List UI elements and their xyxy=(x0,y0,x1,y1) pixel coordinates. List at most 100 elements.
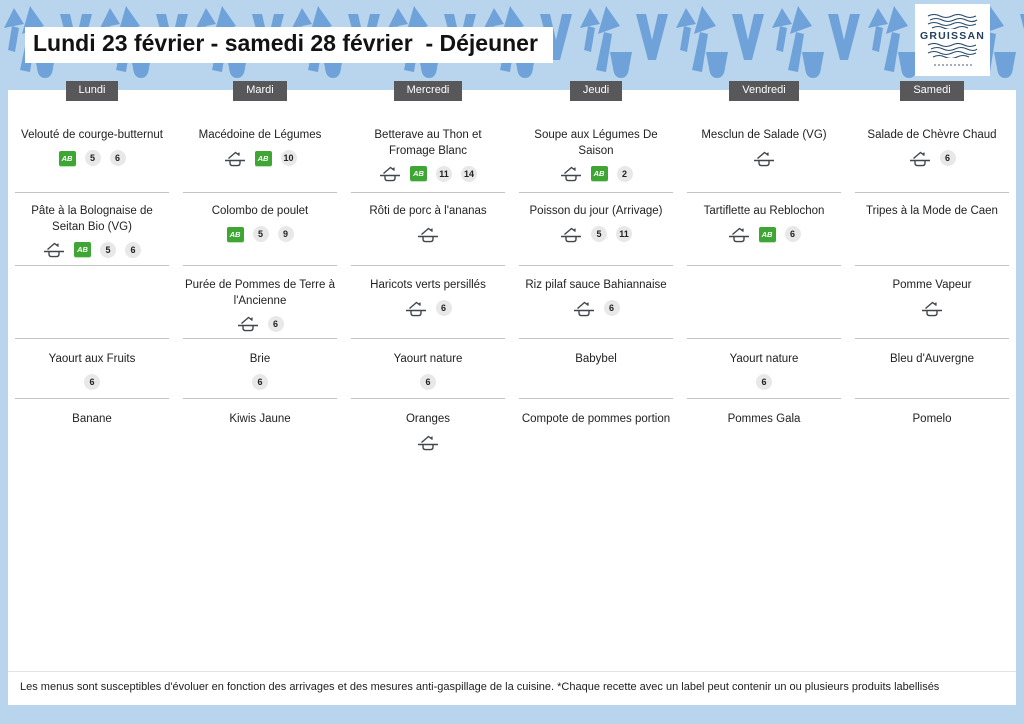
menu-cell-samedi-row4: Bleu d'Auvergne xyxy=(848,339,1016,399)
allergen-badge: 6 xyxy=(109,150,126,167)
dish-labels: 6 xyxy=(856,150,1008,167)
menu-cell-mardi-row5: Kiwis Jaune xyxy=(176,399,344,461)
dish-name: Pommes Gala xyxy=(727,413,801,425)
allergen-badge: 11 xyxy=(436,165,452,182)
day-column-lundi: Lundi Velouté de courge-butternut AB 5 6 Pâte… xyxy=(8,81,176,461)
dish-labels: AB 11 14 xyxy=(352,165,504,182)
allergen-badge: 5 xyxy=(591,226,607,243)
dish-name: Compote de pommes portion xyxy=(521,413,671,425)
fait-maison-icon xyxy=(417,226,439,243)
day-header-vendredi[interactable]: Vendredi xyxy=(729,81,799,101)
menu-cell-samedi-row2: Tripes à la Mode de Caen xyxy=(848,193,1016,266)
menu-cell-mercredi-row5: Oranges xyxy=(344,399,512,461)
allergen-badge: 6 xyxy=(84,374,100,391)
dish-name: Betterave au Thon et Fromage Blanc xyxy=(374,129,482,157)
menu-cell-samedi-row3: Pomme Vapeur xyxy=(848,266,1016,339)
allergen-badge: 6 xyxy=(435,300,452,317)
menu-cell-jeudi-row1: Soupe aux Légumes De Saison AB 2 xyxy=(512,101,680,193)
header: Lundi 23 février - samedi 28 février - D… xyxy=(0,0,1024,96)
allergen-badge: 14 xyxy=(461,165,477,182)
day-header-lundi[interactable]: Lundi xyxy=(65,81,119,101)
fait-maison-icon xyxy=(573,300,595,317)
menu-cell-mardi-row1: Macédoine de Légumes AB 10 xyxy=(176,101,344,193)
allergen-badge: 11 xyxy=(616,226,632,243)
menu-grid: Lundi Velouté de courge-butternut AB 5 6 Pâte… xyxy=(8,81,1016,461)
dish-labels xyxy=(688,150,840,167)
allergen-badge: 6 xyxy=(125,241,141,258)
dish-labels: AB 5 6 xyxy=(16,150,168,167)
menu-cell-vendredi-row2: Tartiflette au Reblochon AB 6 xyxy=(680,193,848,266)
dish-name: Haricots verts persillés xyxy=(370,279,486,291)
menu-cell-jeudi-row3: Riz pilaf sauce Bahiannaise 6 xyxy=(512,266,680,339)
day-header-mardi[interactable]: Mardi xyxy=(233,81,287,101)
dish-labels: 6 xyxy=(688,374,840,391)
day-column-vendredi: Vendredi Mesclun de Salade (VG) Tartiflett… xyxy=(680,81,848,461)
logo-text: GRUISSAN xyxy=(919,30,986,42)
day-header-samedi[interactable]: Samedi xyxy=(900,81,964,101)
dish-labels: 6 xyxy=(16,374,168,391)
menu-cell-lundi-row4: Yaourt aux Fruits 6 xyxy=(8,339,176,399)
dish-name: Velouté de courge-butternut xyxy=(21,129,163,141)
fait-maison-icon xyxy=(753,150,775,167)
menu-cell-jeudi-row2: Poisson du jour (Arrivage) 5 11 xyxy=(512,193,680,266)
bio-ab-icon: AB xyxy=(254,150,272,166)
dish-name: Mesclun de Salade (VG) xyxy=(701,129,827,141)
dish-name: Banane xyxy=(72,413,112,425)
menu-cell-mardi-row4: Brie 6 xyxy=(176,339,344,399)
dish-labels: 6 xyxy=(352,374,504,391)
allergen-badge: 6 xyxy=(784,226,801,243)
menu-cell-jeudi-row4: Babybel xyxy=(512,339,680,399)
bio-ab-icon: AB xyxy=(226,226,244,242)
allergen-badge: 5 xyxy=(252,226,269,243)
day-column-mercredi: Mercredi Betterave au Thon et Fromage Bla… xyxy=(344,81,512,461)
dish-name: Soupe aux Légumes De Saison xyxy=(534,129,658,157)
dish-name: Yaourt aux Fruits xyxy=(48,353,136,365)
allergen-badge: 6 xyxy=(939,150,956,167)
fait-maison-icon xyxy=(237,315,259,332)
menu-cell-vendredi-row1: Mesclun de Salade (VG) xyxy=(680,101,848,193)
dish-name: Pomme Vapeur xyxy=(892,279,972,291)
footer-note: Les menus sont susceptibles d'évoluer en… xyxy=(8,671,1016,705)
dish-labels: 6 xyxy=(352,300,504,317)
allergen-badge: 6 xyxy=(252,374,268,391)
page-title: Lundi 23 février - samedi 28 février - D… xyxy=(25,27,553,63)
day-header-jeudi[interactable]: Jeudi xyxy=(569,81,623,101)
bio-ab-icon: AB xyxy=(758,226,776,242)
menu-cell-vendredi-row4: Yaourt nature 6 xyxy=(680,339,848,399)
dish-labels xyxy=(352,434,504,451)
allergen-badge: 6 xyxy=(603,300,620,317)
menu-cell-vendredi-row5: Pommes Gala xyxy=(680,399,848,461)
dish-name: Tripes à la Mode de Caen xyxy=(866,205,998,217)
dish-name: Macédoine de Légumes xyxy=(198,129,322,141)
allergen-badge: 10 xyxy=(280,150,297,167)
dish-labels: 6 xyxy=(520,300,672,317)
dish-labels: AB 5 6 xyxy=(16,241,168,258)
dish-name: Babybel xyxy=(575,353,617,365)
dish-name: Tartiflette au Reblochon xyxy=(703,205,825,217)
menu-cell-jeudi-row5: Compote de pommes portion xyxy=(512,399,680,461)
allergen-badge: 6 xyxy=(267,315,284,332)
dish-name: Yaourt nature xyxy=(729,353,799,365)
allergen-badge: 2 xyxy=(616,165,633,182)
dish-labels: 6 xyxy=(184,374,336,391)
fait-maison-icon xyxy=(560,226,582,243)
menu-cell-mercredi-row2: Rôti de porc à l'ananas xyxy=(344,193,512,266)
allergen-badge: 9 xyxy=(277,226,294,243)
dish-labels: AB 5 9 xyxy=(184,226,336,243)
dish-labels: 5 11 xyxy=(520,226,672,243)
menu-cell-lundi-row5: Banane xyxy=(8,399,176,461)
day-header-mercredi[interactable]: Mercredi xyxy=(393,81,463,101)
fait-maison-icon xyxy=(224,150,246,167)
bio-ab-icon: AB xyxy=(590,166,608,182)
dish-name: Brie xyxy=(249,353,271,365)
menu-cell-mercredi-row1: Betterave au Thon et Fromage Blanc AB 11 14 xyxy=(344,101,512,193)
menu-cell-mardi-row3: Purée de Pommes de Terre à l'Ancienne 6 xyxy=(176,266,344,339)
menu-cell-lundi-row1: Velouté de courge-butternut AB 5 6 xyxy=(8,101,176,193)
dish-name: Colombo de poulet xyxy=(211,205,309,217)
bio-ab-icon: AB xyxy=(58,150,76,166)
dish-name: Riz pilaf sauce Bahiannaise xyxy=(525,279,667,291)
dish-labels xyxy=(352,226,504,243)
logo-subtext-decoration xyxy=(933,64,972,66)
menu-cell-mercredi-row4: Yaourt nature 6 xyxy=(344,339,512,399)
dish-name: Pomelo xyxy=(912,413,952,425)
